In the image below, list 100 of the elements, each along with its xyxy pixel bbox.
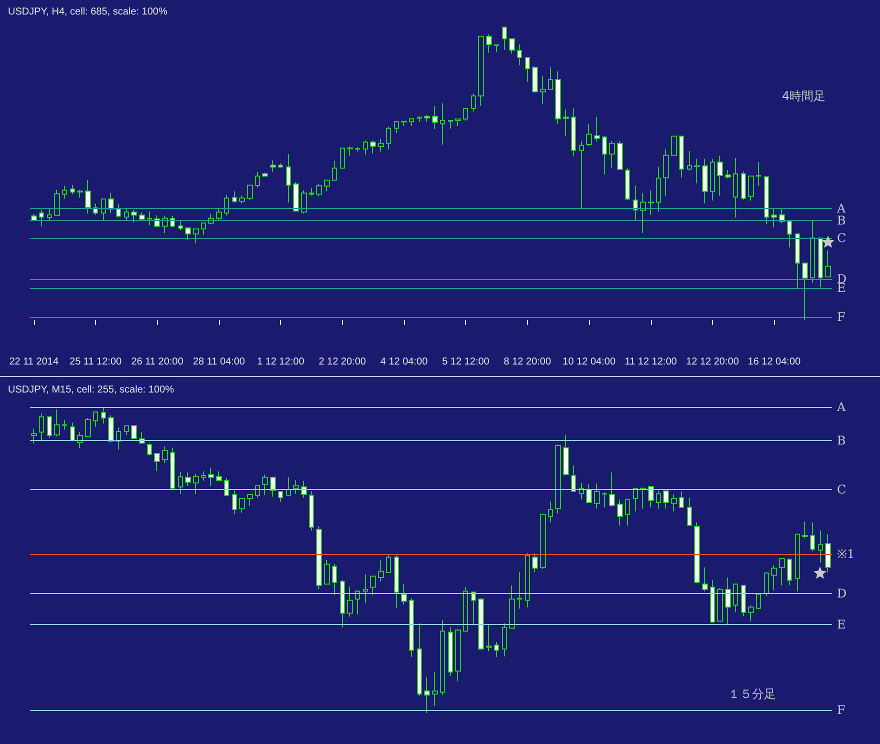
candlestick [340,148,345,169]
candlestick [409,598,414,658]
candlestick [687,497,692,526]
candlestick [648,190,654,216]
candlestick [370,576,376,596]
candlestick [247,494,253,506]
candlestick [787,558,792,586]
candlestick [401,584,407,605]
ref-line-label: B [837,434,846,448]
candlestick [108,192,114,214]
candlestick [85,179,91,214]
candlestick [193,228,199,244]
candlestick [247,184,253,200]
candlestick [216,207,222,222]
candlestick [455,118,461,127]
candlestick [270,476,276,498]
candlestick [502,622,507,657]
candlestick [525,552,530,608]
candlestick [324,560,330,585]
candlestick [548,66,553,90]
candlestick [625,168,630,200]
candlestick [278,490,283,502]
x-tick-label: 4 12 04:00 [380,356,428,368]
candlestick [594,116,600,142]
candlestick [733,157,738,218]
candlestick [270,160,276,172]
candlestick [633,185,638,220]
x-tick-label: 25 11 12:00 [70,356,122,368]
candlestick [448,626,453,676]
ref-line-label: D [837,586,847,601]
x-tick-label: 8 12 20:00 [504,356,552,368]
candlestick [124,208,129,221]
candlestick [463,108,468,122]
candlestick [193,473,199,494]
candlestick [694,522,700,584]
x-tick-label: 12 12 20:00 [686,356,740,368]
candlestick [347,586,353,618]
candlestick [810,522,815,552]
candlestick [702,566,708,592]
candlestick [555,70,561,124]
candlestick [31,428,37,444]
ref-line-label: C [837,482,846,497]
candlestick [555,444,561,514]
candlestick [725,169,731,179]
candlestick [725,576,731,626]
annotation: 4時間足 [782,89,826,103]
candlestick [471,592,476,626]
candlestick [85,418,91,438]
candlestick [540,76,546,104]
candlestick [77,189,83,198]
candlestick [440,102,445,146]
candlestick [355,146,360,152]
candlestick [571,464,576,492]
candlestick [286,154,291,204]
candlestick [131,209,137,223]
candlestick [733,584,738,613]
candlestick [609,140,615,168]
candlestick [679,490,684,508]
candlestick [386,554,391,574]
candlestick [201,470,206,482]
candlestick [494,44,499,52]
candlestick [386,126,391,150]
candlestick [370,140,376,154]
ref-line-label: E [837,617,846,632]
candlestick [795,233,800,290]
candlestick [656,166,661,212]
candlestick [509,38,515,54]
candlestick [39,412,44,442]
candlestick [316,526,322,590]
candlestick [170,447,175,491]
candlestick [802,520,808,539]
candlestick [648,486,654,508]
candlestick [517,572,522,610]
candlestick [663,490,669,510]
candlestick [147,442,152,456]
candlestick [602,135,607,175]
candlestick [108,414,114,443]
annotation: １５分足 [728,687,776,701]
candlestick [818,530,823,563]
candlestick [224,477,229,497]
candlestick [62,185,67,200]
candlestick [671,136,677,156]
candlestick [363,574,368,604]
candlestick [586,484,592,503]
x-tick-label: 16 12 04:00 [748,356,802,368]
candlestick [116,427,121,450]
candlestick [463,586,468,632]
candlestick [309,490,314,532]
candlestick [262,172,268,177]
candlestick [216,470,222,482]
x-tick-label: 22 11 2014 [9,356,59,368]
candlestick [262,474,268,496]
candlestick [232,190,237,204]
x-tick-label: 26 11 20:00 [131,356,184,368]
candlestick [825,250,831,278]
candlestick [116,203,121,218]
ref-line-label: C [837,230,846,245]
candlestick [417,622,422,697]
candlestick [687,150,692,172]
candlestick [656,490,661,510]
